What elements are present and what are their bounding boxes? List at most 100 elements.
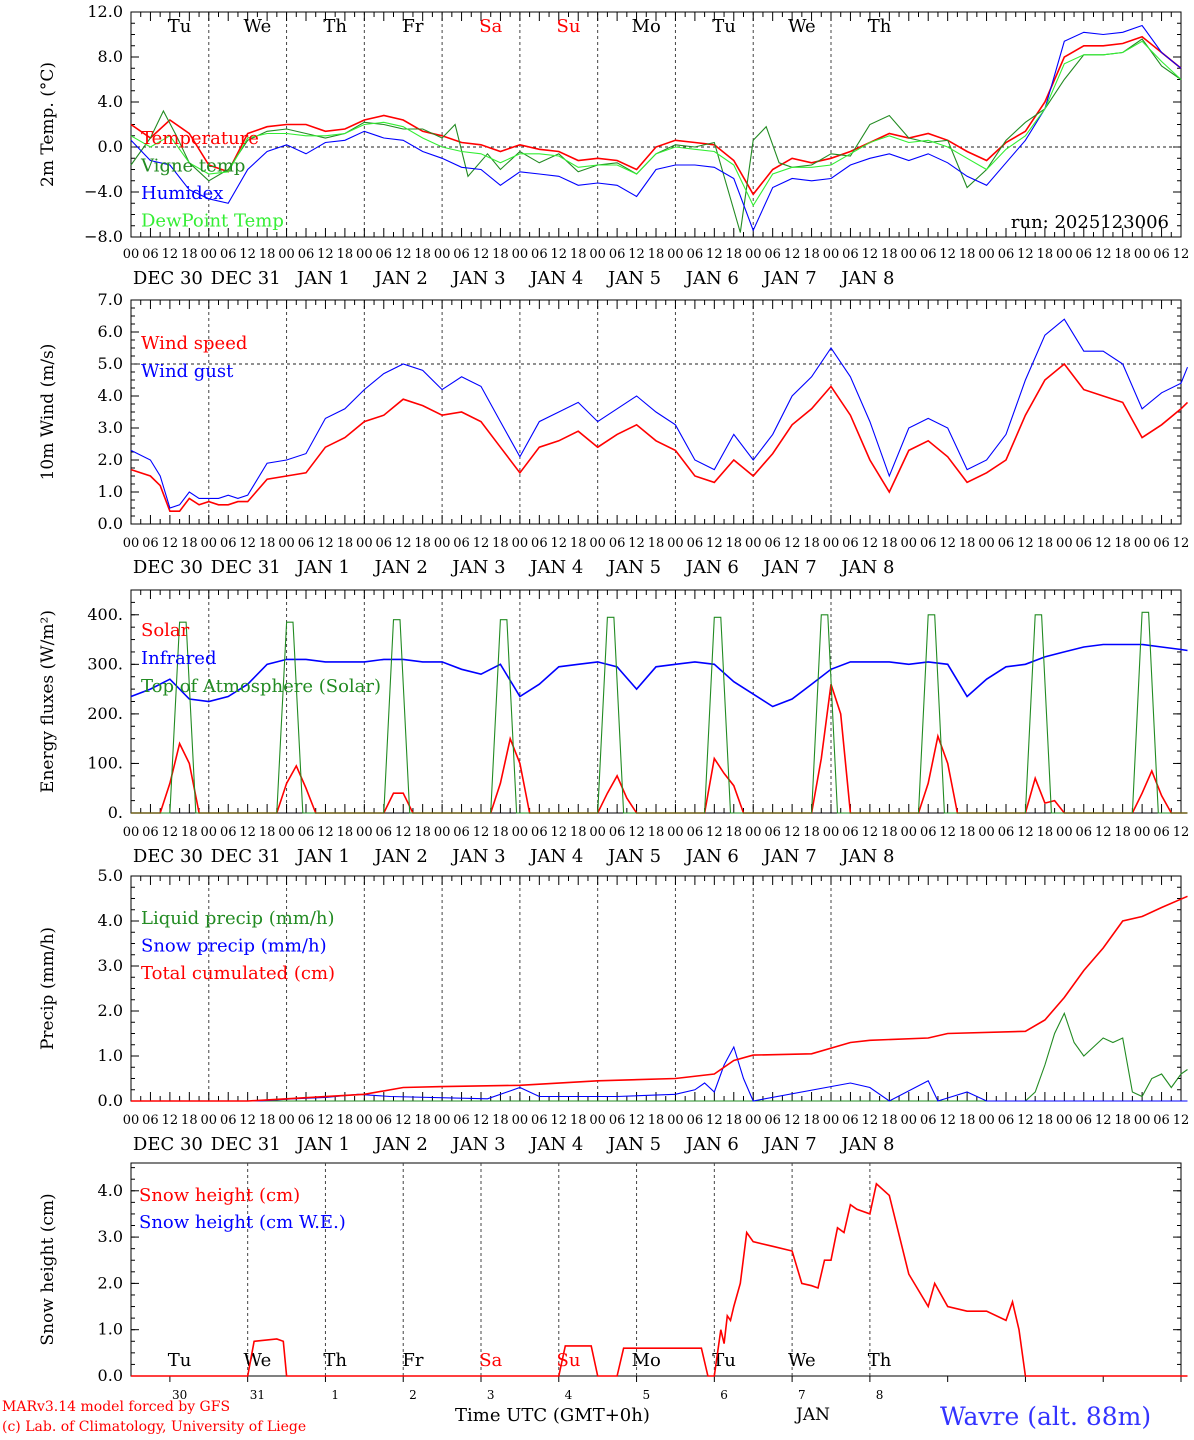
tick-label-y: −8.0 <box>84 227 123 246</box>
hour-tick-label: 06 <box>1076 1113 1093 1128</box>
hour-tick-label: 00 <box>512 1113 529 1128</box>
hour-tick-label: 18 <box>648 247 665 262</box>
day-number: 31 <box>250 1388 265 1402</box>
legend-entry: Vigne temp <box>140 156 245 177</box>
hour-tick-label: 18 <box>959 536 976 551</box>
hour-tick-label: 06 <box>376 825 393 840</box>
date-label: JAN 2 <box>373 268 428 289</box>
hour-tick-label: 18 <box>337 536 354 551</box>
day-name: Th <box>323 1350 347 1371</box>
tick-label-y: 3.0 <box>98 418 123 437</box>
hour-tick-label: 12 <box>239 1113 256 1128</box>
hour-tick-label: 12 <box>784 1113 801 1128</box>
hour-tick-label: 06 <box>142 1113 159 1128</box>
hour-tick-label: 18 <box>570 825 587 840</box>
hour-tick-label: 18 <box>881 1113 898 1128</box>
date-label: JAN 6 <box>684 268 739 289</box>
date-label: DEC 31 <box>211 268 281 289</box>
date-label: DEC 30 <box>133 846 203 867</box>
time-axis-label: Time UTC (GMT+0h) <box>455 1405 650 1426</box>
hour-tick-label: 12 <box>395 536 412 551</box>
hour-tick-label: 06 <box>1076 536 1093 551</box>
hour-tick-label: 18 <box>1114 247 1131 262</box>
hour-tick-label: 00 <box>823 1113 840 1128</box>
hour-tick-label: 00 <box>823 247 840 262</box>
hour-tick-label: 12 <box>1173 536 1190 551</box>
hour-tick-label: 06 <box>842 247 859 262</box>
hour-tick-label: 00 <box>201 536 218 551</box>
day-number: 8 <box>876 1388 884 1402</box>
hour-tick-label: 00 <box>1056 536 1073 551</box>
legend-entry: Liquid precip (mm/h) <box>141 908 335 929</box>
legend-entry: Snow height (cm W.E.) <box>139 1212 346 1233</box>
hour-tick-label: 06 <box>298 1113 315 1128</box>
hour-tick-label: 00 <box>278 536 295 551</box>
run-label: run: 2025123006 <box>1011 212 1169 233</box>
hour-tick-label: 18 <box>648 825 665 840</box>
hour-tick-label: 12 <box>473 1113 490 1128</box>
date-label: JAN 5 <box>606 1134 661 1155</box>
date-label: JAN 6 <box>684 846 739 867</box>
hour-tick-label: 18 <box>1037 1113 1054 1128</box>
day-name: Tu <box>712 1350 736 1371</box>
hour-tick-label: 18 <box>259 1113 276 1128</box>
day-name: We <box>244 1350 272 1371</box>
series-line-temperature <box>130 35 1182 196</box>
series-line-top-of-atmosphere-solar- <box>131 611 1188 814</box>
hour-tick-label: 12 <box>939 1113 956 1128</box>
hour-tick-label: 06 <box>609 825 626 840</box>
legend-entry: Infrared <box>141 648 216 669</box>
day-name: Mo <box>632 1350 661 1371</box>
hour-tick-label: 00 <box>1134 247 1151 262</box>
hour-tick-label: 18 <box>803 825 820 840</box>
hour-tick-label: 12 <box>1095 1113 1112 1128</box>
hour-tick-label: 00 <box>823 825 840 840</box>
series-line-humidex <box>130 24 1182 232</box>
hour-tick-label: 06 <box>764 825 781 840</box>
hour-tick-label: 06 <box>1153 247 1170 262</box>
hour-tick-label: 00 <box>745 825 762 840</box>
hour-tick-label: 00 <box>278 247 295 262</box>
hour-tick-label: 12 <box>706 1113 723 1128</box>
tick-label-y: 300. <box>87 654 123 673</box>
hour-tick-label: 06 <box>609 1113 626 1128</box>
legend-entry: Wind speed <box>141 333 247 354</box>
hour-tick-label: 18 <box>1037 825 1054 840</box>
hour-tick-label: 18 <box>803 1113 820 1128</box>
y-axis-label: 10m Wind (m/s) <box>38 344 58 481</box>
hour-tick-label: 18 <box>881 825 898 840</box>
tick-label-y: 2.0 <box>98 450 123 469</box>
hour-tick-label: 18 <box>1037 536 1054 551</box>
series-line-total-cumulated-cm- <box>131 895 1188 1102</box>
hour-tick-label: 00 <box>512 536 529 551</box>
hour-tick-label: 12 <box>317 825 334 840</box>
date-label: JAN 5 <box>606 557 661 578</box>
hour-tick-label: 06 <box>142 536 159 551</box>
legend-entry: Wind gust <box>141 361 234 382</box>
hour-tick-label: 06 <box>298 825 315 840</box>
tick-label-y: 0.0 <box>98 137 123 156</box>
hour-tick-label: 18 <box>803 247 820 262</box>
hour-tick-label: 00 <box>978 536 995 551</box>
hour-tick-label: 00 <box>978 825 995 840</box>
series-line-wind-gust <box>130 318 1189 509</box>
hour-tick-label: 06 <box>920 825 937 840</box>
hour-tick-label: 06 <box>298 536 315 551</box>
hour-tick-label: 00 <box>123 825 140 840</box>
hour-tick-label: 00 <box>1056 825 1073 840</box>
hour-tick-label: 00 <box>512 247 529 262</box>
station-label: Wavre (alt. 88m) <box>940 1402 1152 1431</box>
date-label: JAN 1 <box>295 846 350 867</box>
bottom-month-label: JAN <box>796 1405 830 1425</box>
day-number: 4 <box>565 1388 573 1402</box>
hour-tick-label: 12 <box>784 247 801 262</box>
hour-tick-label: 18 <box>414 825 431 840</box>
tick-label-y: 6.0 <box>98 322 123 341</box>
hour-tick-label: 18 <box>181 825 198 840</box>
date-label: JAN 4 <box>528 846 583 867</box>
tick-label-y: 1.0 <box>98 1046 123 1065</box>
date-label: JAN 8 <box>839 1134 894 1155</box>
legend-entry: Temperature <box>141 128 259 149</box>
hour-tick-label: 18 <box>881 536 898 551</box>
